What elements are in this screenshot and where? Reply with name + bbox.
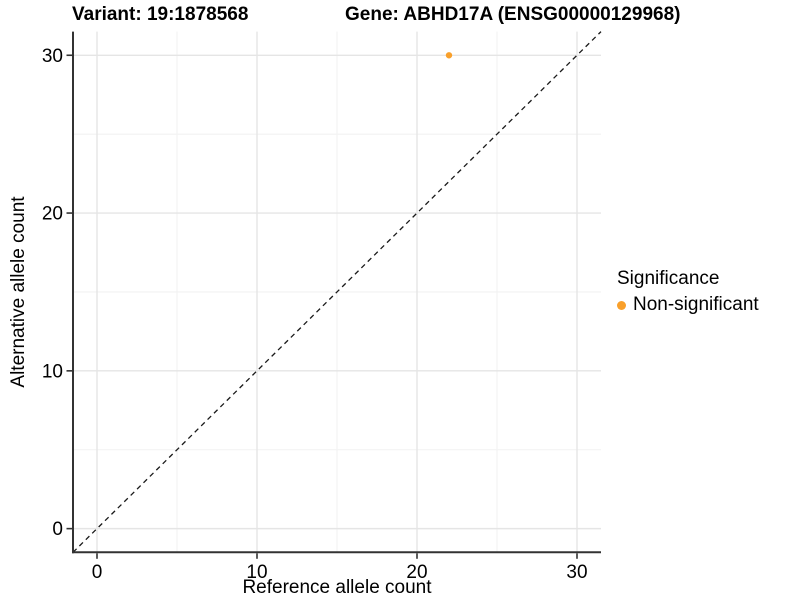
y-tick-label: 20: [42, 204, 63, 225]
legend-point-icon: [617, 300, 626, 310]
y-tick-label: 10: [42, 361, 63, 382]
legend-title: Significance: [617, 268, 720, 289]
x-tick-label: 10: [246, 562, 267, 583]
x-tick-label: 20: [406, 562, 427, 583]
y-axis-title: Alternative allele count: [8, 196, 29, 388]
x-axis-title: Reference allele count: [242, 577, 432, 598]
identity-dashed-line: [72, 31, 602, 553]
legend-item-label: Non-significant: [633, 294, 759, 315]
legend-item-non-significant: Non-significant: [617, 294, 759, 316]
legend: Significance Non-significant: [617, 268, 759, 316]
y-tick-label: 30: [42, 46, 63, 67]
x-tick-label: 30: [566, 562, 587, 583]
x-tick-label: 0: [92, 562, 103, 583]
gene-title: Gene: ABHD17A (ENSG00000129968): [345, 4, 681, 25]
y-tick-label: 0: [52, 519, 63, 540]
data-point: [445, 52, 453, 59]
variant-title: Variant: 19:1878568: [72, 4, 249, 25]
